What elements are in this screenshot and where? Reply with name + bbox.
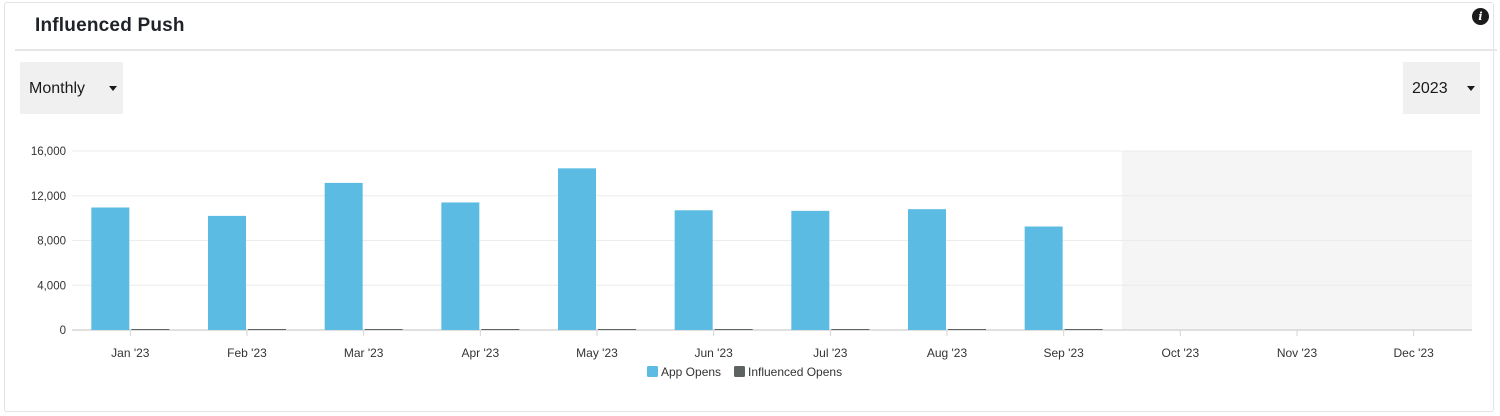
bar-influenced-opens <box>831 329 870 330</box>
x-tick-label: May '23 <box>576 346 618 360</box>
caret-down-icon <box>109 86 117 91</box>
bar-app-opens <box>558 168 596 330</box>
x-tick-label: Aug '23 <box>927 346 968 360</box>
legend-swatch <box>734 366 745 377</box>
bar-app-opens <box>1024 226 1063 330</box>
x-tick-label: Jun '23 <box>695 346 734 360</box>
y-tick-label: 0 <box>60 325 66 337</box>
y-tick-label: 4,000 <box>37 280 66 292</box>
bar-influenced-opens <box>248 329 286 330</box>
y-tick-label: 16,000 <box>31 146 66 158</box>
x-tick-label: Dec '23 <box>1394 346 1435 360</box>
bar-influenced-opens <box>598 329 636 330</box>
bar-influenced-opens <box>131 329 170 330</box>
bar-app-opens <box>441 202 480 330</box>
bar-influenced-opens <box>948 329 986 330</box>
bar-influenced-opens <box>481 329 520 330</box>
legend-swatch <box>647 366 658 377</box>
period-select[interactable]: Monthly <box>20 62 123 114</box>
bar-influenced-opens <box>714 329 753 330</box>
bar-influenced-opens <box>364 329 403 330</box>
bar-app-opens <box>791 210 830 330</box>
year-select-value: 2023 <box>1412 80 1448 97</box>
y-tick-label: 8,000 <box>37 236 66 248</box>
bar-app-opens <box>324 182 363 330</box>
year-select[interactable]: 2023 <box>1403 62 1480 114</box>
bar-app-opens <box>908 209 946 330</box>
x-tick-label: Nov '23 <box>1277 346 1318 360</box>
x-tick-label: Jul '23 <box>813 346 848 360</box>
legend-label: Influenced Opens <box>748 365 842 379</box>
y-tick-label: 12,000 <box>31 191 66 203</box>
bar-app-opens <box>674 210 713 330</box>
card-title: Influenced Push <box>35 15 185 36</box>
bar-influenced-opens <box>1064 329 1103 330</box>
caret-down-icon <box>1467 86 1475 91</box>
bar-app-opens <box>208 215 246 330</box>
period-select-value: Monthly <box>29 80 86 97</box>
x-tick-label: Mar '23 <box>344 346 384 360</box>
bar-app-opens <box>91 207 130 330</box>
x-tick-label: Feb '23 <box>227 346 267 360</box>
x-tick-label: Oct '23 <box>1162 346 1200 360</box>
info-icon[interactable]: i <box>1472 8 1489 25</box>
x-tick-label: Sep '23 <box>1044 346 1085 360</box>
card-header: Influenced Push <box>15 3 1497 51</box>
x-tick-label: Apr '23 <box>462 346 500 360</box>
legend-label: App Opens <box>661 365 721 379</box>
x-tick-label: Jan '23 <box>111 346 150 360</box>
